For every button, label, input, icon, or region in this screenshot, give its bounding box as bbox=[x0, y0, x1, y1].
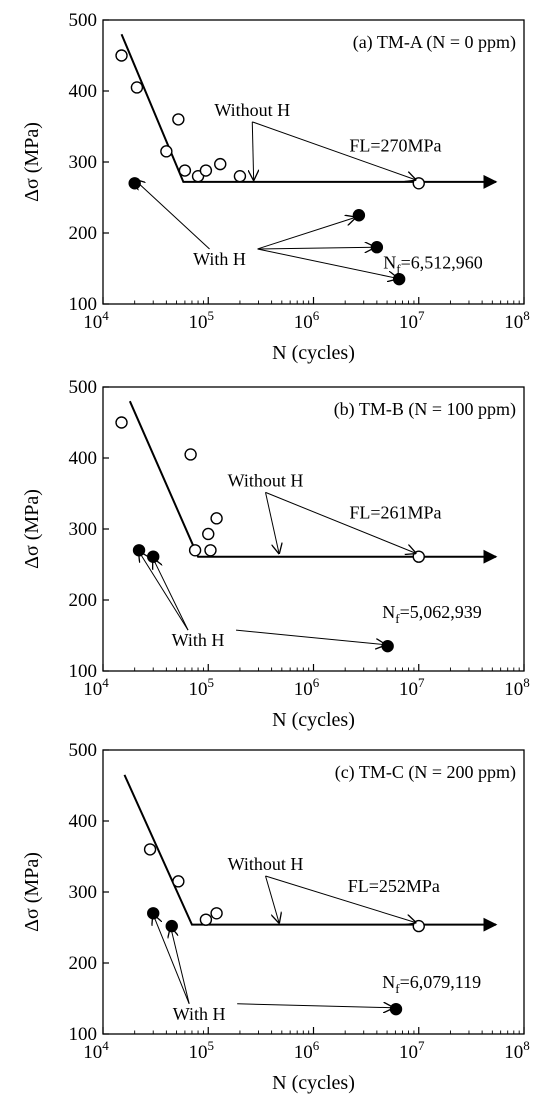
point-without-h bbox=[184, 448, 197, 461]
x-tick-label: 104 bbox=[83, 675, 109, 700]
nf-label: Nf=5,062,939 bbox=[382, 602, 482, 626]
x-tick-label: 105 bbox=[189, 1038, 215, 1063]
x-axis-title: N (cycles) bbox=[272, 709, 355, 731]
with-h-arrow bbox=[237, 1004, 393, 1008]
with-h-arrow bbox=[139, 552, 189, 631]
without-h-arrow bbox=[252, 121, 253, 180]
y-tick-label: 500 bbox=[69, 10, 98, 31]
x-axis-title: N (cycles) bbox=[272, 1072, 355, 1094]
point-without-h bbox=[143, 843, 157, 856]
point-without-h bbox=[202, 527, 215, 541]
fatigue-limit-label: FL=252MPa bbox=[348, 876, 440, 896]
fatigue-limit-label: FL=261MPa bbox=[349, 502, 441, 522]
without-h-arrow bbox=[252, 121, 415, 180]
y-tick-label: 200 bbox=[69, 953, 98, 974]
y-tick-label: 500 bbox=[69, 740, 98, 761]
with-h-label: With H bbox=[172, 630, 225, 650]
with-h-arrow bbox=[257, 247, 375, 249]
y-axis-title: Δσ (MPa) bbox=[21, 852, 43, 932]
panel-3: 100 200 300 400 500 104 105 106 107 108 N (cycles)… bbox=[21, 740, 530, 1094]
point-without-h bbox=[214, 157, 227, 171]
point-with-h bbox=[352, 209, 366, 222]
y-tick-label: 300 bbox=[69, 152, 98, 173]
y-tick-label: 400 bbox=[69, 81, 98, 102]
plot-frame bbox=[102, 386, 525, 672]
sn-curve-line bbox=[123, 774, 498, 932]
x-tick-label: 108 bbox=[504, 308, 530, 333]
y-tick-label: 500 bbox=[69, 377, 98, 398]
with-h-arrow bbox=[153, 559, 189, 631]
point-without-h bbox=[188, 544, 202, 557]
y-tick-label: 400 bbox=[69, 811, 98, 832]
point-without-h bbox=[172, 875, 185, 888]
y-tick-label: 100 bbox=[69, 294, 98, 315]
x-tick-label: 108 bbox=[504, 1038, 530, 1063]
nf-label: Nf=6,079,119 bbox=[382, 972, 481, 996]
point-without-h bbox=[115, 49, 128, 62]
y-tick-label: 100 bbox=[69, 661, 98, 682]
y-tick-label: 200 bbox=[69, 590, 98, 611]
y-tick-label: 300 bbox=[69, 882, 98, 903]
point-without-h bbox=[199, 913, 213, 926]
y-tick-label: 100 bbox=[69, 1024, 98, 1045]
y-tick-label: 200 bbox=[69, 223, 98, 244]
x-tick-label: 107 bbox=[399, 675, 425, 700]
point-without-h bbox=[115, 416, 128, 429]
y-tick-label: 300 bbox=[69, 519, 98, 540]
x-tick-label: 104 bbox=[83, 1038, 109, 1063]
x-tick-label: 105 bbox=[189, 675, 215, 700]
sn-curve-line bbox=[128, 400, 498, 564]
panel-title: (b) TM-B (N = 100 ppm) bbox=[334, 399, 516, 420]
point-without-h bbox=[178, 164, 192, 177]
with-h-label: With H bbox=[193, 249, 246, 269]
x-axis-title: N (cycles) bbox=[272, 342, 355, 364]
point-without-h bbox=[210, 512, 223, 525]
fatigue-limit-label: FL=270MPa bbox=[349, 135, 441, 155]
with-h-label: With H bbox=[173, 1004, 226, 1024]
without-h-arrow bbox=[265, 875, 279, 923]
panel-1: 100 200 300 400 500 104 105 106 107 108 N (cycles)… bbox=[21, 10, 530, 364]
without-h-label: Without H bbox=[228, 470, 304, 490]
y-axis-title: Δσ (MPa) bbox=[21, 489, 43, 569]
x-tick-label: 106 bbox=[294, 308, 320, 333]
point-with-h bbox=[147, 550, 160, 563]
point-with-h bbox=[147, 907, 160, 920]
x-tick-label: 106 bbox=[294, 1038, 320, 1063]
point-without-h bbox=[204, 544, 217, 557]
point-without-h bbox=[233, 169, 247, 183]
point-without-h bbox=[172, 113, 185, 126]
with-h-arrow bbox=[257, 248, 398, 278]
with-h-arrow bbox=[153, 915, 190, 1004]
without-h-arrow bbox=[265, 492, 279, 553]
point-with-h bbox=[389, 1002, 403, 1016]
panel-title: (c) TM-C (N = 200 ppm) bbox=[335, 762, 516, 783]
without-h-label: Without H bbox=[214, 100, 290, 120]
with-h-arrow bbox=[257, 217, 356, 250]
x-tick-label: 107 bbox=[399, 1038, 425, 1063]
point-without-h bbox=[199, 164, 213, 177]
panel-title: (a) TM-A (N = 0 ppm) bbox=[353, 32, 516, 53]
point-without-h bbox=[210, 907, 223, 920]
point-without-h bbox=[130, 81, 144, 94]
x-tick-label: 106 bbox=[294, 675, 320, 700]
with-h-arrow bbox=[135, 180, 210, 250]
without-h-label: Without H bbox=[228, 854, 304, 874]
y-tick-label: 400 bbox=[69, 448, 98, 469]
with-h-arrow bbox=[236, 629, 385, 645]
without-h-arrow bbox=[265, 491, 416, 553]
x-tick-label: 104 bbox=[83, 308, 109, 333]
x-tick-label: 107 bbox=[399, 308, 425, 333]
with-h-arrow bbox=[171, 928, 190, 1004]
point-with-h bbox=[132, 544, 146, 557]
nf-label: Nf=6,512,960 bbox=[383, 253, 483, 277]
x-tick-label: 105 bbox=[189, 308, 215, 333]
sn-curve-line bbox=[120, 33, 498, 189]
point-without-h bbox=[160, 145, 173, 158]
without-h-arrow bbox=[265, 875, 416, 923]
panel-2: 100 200 300 400 500 104 105 106 107 108 N (cycles)… bbox=[21, 377, 530, 731]
x-tick-label: 108 bbox=[504, 675, 530, 700]
point-with-h bbox=[381, 639, 394, 653]
y-axis-title: Δσ (MPa) bbox=[21, 122, 43, 202]
